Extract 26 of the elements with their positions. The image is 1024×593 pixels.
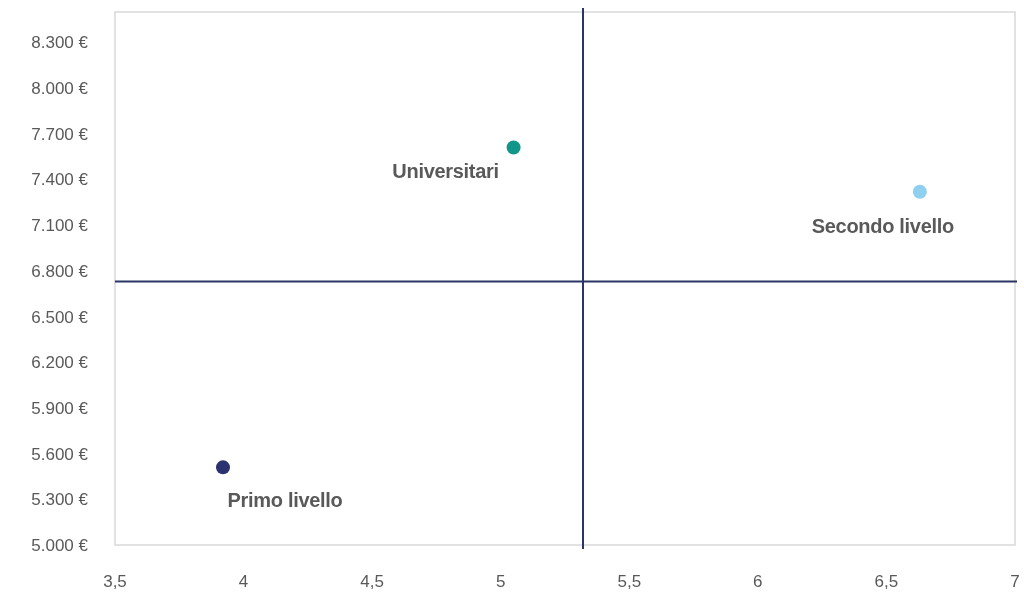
y-tick-label: 5.000 € [31,535,89,555]
x-tick-label: 6 [753,572,763,591]
y-tick-label: 7.400 € [31,170,89,190]
series-label: Primo livello [227,489,343,512]
point [506,140,521,155]
y-tick-label: 5.300 € [31,490,89,510]
x-tick-label: 6,5 [874,572,899,591]
series-label: Universitari [392,159,499,182]
y-tick-label: 6.800 € [31,261,89,281]
y-tick-label: 8.300 € [31,33,89,53]
x-tick-label: 4 [238,572,249,591]
series-label: Secondo livello [811,214,955,237]
y-tick-label: 6.500 € [31,307,89,327]
y-tick-label: 7.100 € [31,216,89,236]
y-tick-label: 8.000 € [31,79,89,99]
y-tick-label: 5.900 € [31,398,89,418]
y-tick-label: 6.200 € [31,353,89,373]
point [912,184,927,199]
x-tick-label: 4,5 [360,572,384,591]
x-tick-label: 5,5 [617,572,642,591]
x-tick-label: 7 [1010,572,1020,591]
x-tick-label: 3,5 [103,572,127,591]
point [216,460,230,475]
x-tick-label: 5 [495,572,506,591]
y-tick-label: 7.700 € [31,124,89,144]
y-tick-label: 5.600 € [31,444,89,464]
